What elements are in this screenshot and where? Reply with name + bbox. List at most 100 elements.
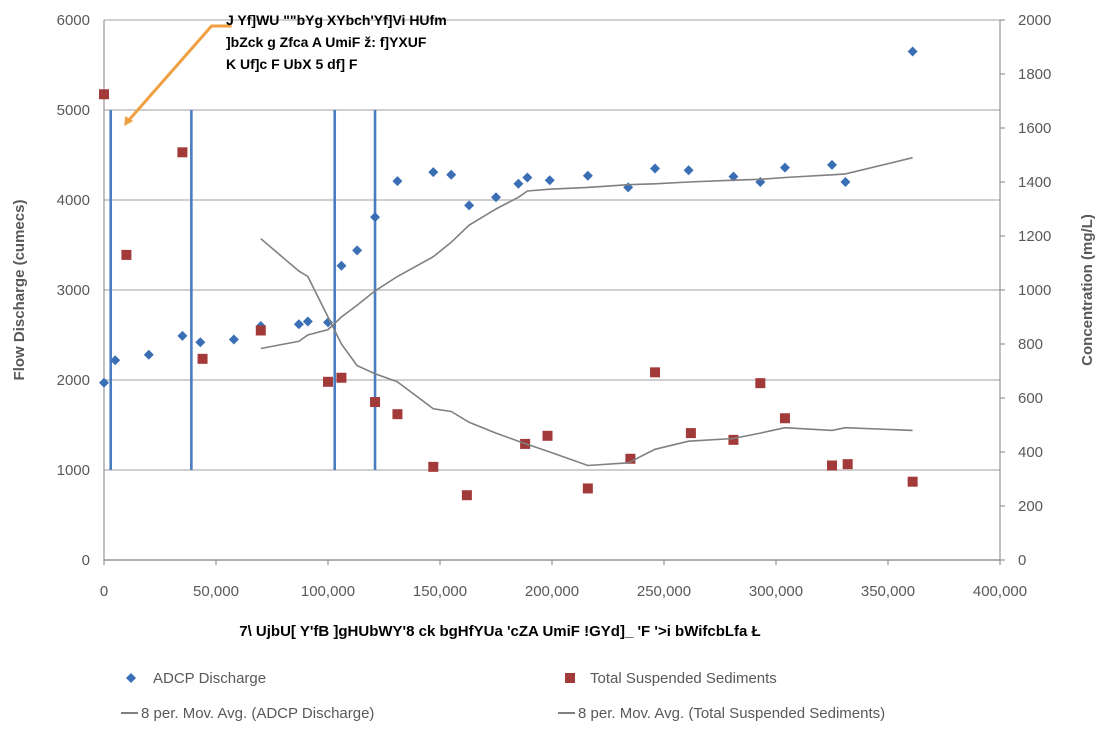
tss-point xyxy=(121,249,132,260)
x-tick-label: 150,000 xyxy=(413,583,467,600)
tss-point xyxy=(779,413,790,424)
y2-tick-label: 200 xyxy=(1018,498,1043,515)
adcp-point xyxy=(302,316,313,327)
y2-tick-label: 1200 xyxy=(1018,228,1051,245)
tss-point xyxy=(842,459,853,470)
adcp-point xyxy=(336,260,347,271)
tss-point xyxy=(461,490,472,501)
tss-point xyxy=(650,367,661,378)
adcp-point xyxy=(840,177,851,187)
tss-point xyxy=(197,353,208,364)
tss-point xyxy=(542,430,553,441)
adcp-point xyxy=(650,163,661,174)
y2-tick-label: 1400 xyxy=(1018,174,1051,191)
adcp-point xyxy=(143,349,154,360)
tss-point xyxy=(323,376,333,387)
tss-point xyxy=(907,476,918,487)
y-tick-label: 4000 xyxy=(57,192,90,209)
adcp-point xyxy=(582,170,593,181)
x-tick-label: 250,000 xyxy=(637,583,691,600)
y2-tick-label: 0 xyxy=(1018,552,1026,569)
legend-item-tss-avg: 8 per. Mov. Avg. (Total Suspended Sedime… xyxy=(558,705,885,722)
tss-point xyxy=(582,483,593,494)
adcp-point xyxy=(779,162,790,173)
tss-point xyxy=(392,409,403,420)
tss-point xyxy=(177,147,188,158)
legend-item-tss: Total Suspended Sediments xyxy=(565,670,777,687)
adcp-point xyxy=(907,46,918,57)
x-tick-label: 50,000 xyxy=(193,583,239,600)
tss-point xyxy=(428,461,439,472)
adcp-point xyxy=(728,171,739,182)
tss-point xyxy=(336,372,347,383)
adcp-point xyxy=(464,200,475,211)
y2-tick-label: 1800 xyxy=(1018,66,1051,83)
adcp-point xyxy=(392,176,403,187)
series-layer xyxy=(99,46,918,501)
annotation: J Yf]WU ""bYg XYbch'Yf]Vi HUfm ]bZck g Zf… xyxy=(124,12,447,126)
tss-point xyxy=(827,460,837,471)
legend-label-tss-avg: 8 per. Mov. Avg. (Total Suspended Sedime… xyxy=(578,705,885,722)
legend-label-adcp-avg: 8 per. Mov. Avg. (ADCP Discharge) xyxy=(141,705,374,722)
annotation-line: K Uf]c F UbX 5 df] F xyxy=(226,56,358,72)
series-line-2 xyxy=(260,156,913,350)
adcp-point xyxy=(827,159,837,170)
tss-point xyxy=(685,428,696,439)
y-tick-label: 1000 xyxy=(57,462,90,479)
gridlines xyxy=(104,19,1000,561)
annotation-line: J Yf]WU ""bYg XYbch'Yf]Vi HUfm xyxy=(226,12,447,28)
y-tick-label: 2000 xyxy=(57,372,90,389)
adcp-point xyxy=(99,377,109,388)
annotation-arrow xyxy=(126,24,232,123)
adcp-point xyxy=(352,245,363,256)
tss-point xyxy=(99,89,109,100)
axes: 0 1000 2000 3000 4000 5000 6000 0 200 400 600 800 10… xyxy=(57,12,1052,600)
legend-marker-diamond xyxy=(126,673,136,683)
legend-marker-square xyxy=(565,673,575,683)
y2-tick-label: 800 xyxy=(1018,336,1043,353)
legend-item-adcp: ADCP Discharge xyxy=(126,670,266,687)
x-tick-label: 100,000 xyxy=(301,583,355,600)
adcp-point xyxy=(544,175,555,186)
legend: ADCP Discharge Total Suspended Sediments… xyxy=(121,670,885,722)
y-tick-label: 6000 xyxy=(57,12,90,29)
adcp-point xyxy=(323,317,333,328)
adcp-point xyxy=(370,212,381,223)
y2-tick-label: 600 xyxy=(1018,390,1043,407)
legend-label-adcp: ADCP Discharge xyxy=(153,670,266,687)
annotation-line: ]bZck g Zfca A UmiF ž: f]YXUF xyxy=(226,34,427,50)
tss-point xyxy=(728,434,739,445)
x-axis-title: 7\ UjbU[ Y'fB ]gHUbWY'8 ck bgHfYUa 'cZA … xyxy=(239,623,760,640)
x-tick-label: 200,000 xyxy=(525,583,579,600)
x-tick-label: 400,000 xyxy=(973,583,1027,600)
annotation-arrowhead xyxy=(124,116,134,126)
y2-tick-label: 1000 xyxy=(1018,282,1051,299)
adcp-point xyxy=(522,172,533,183)
adcp-point xyxy=(683,165,694,176)
adcp-point xyxy=(293,319,304,330)
y-tick-label: 3000 xyxy=(57,282,90,299)
y2-tick-label: 400 xyxy=(1018,444,1043,461)
adcp-point xyxy=(228,334,239,345)
y2-tick-label: 1600 xyxy=(1018,120,1051,137)
x-tick-label: 350,000 xyxy=(861,583,915,600)
legend-label-tss: Total Suspended Sediments xyxy=(590,670,777,687)
adcp-point xyxy=(491,192,501,203)
adcp-point xyxy=(177,330,188,341)
x-tick-label: 0 xyxy=(100,583,108,600)
adcp-point xyxy=(428,167,439,178)
tss-point xyxy=(370,397,381,408)
y-axis-title: Flow Discharge (cumecs) xyxy=(11,200,28,381)
series-line-3 xyxy=(260,238,913,467)
tss-point xyxy=(625,453,636,464)
adcp-point xyxy=(446,169,457,180)
tss-point xyxy=(755,378,766,389)
y2-tick-label: 2000 xyxy=(1018,12,1051,29)
y-tick-label: 0 xyxy=(82,552,90,569)
adcp-point xyxy=(195,337,206,348)
x-tick-label: 300,000 xyxy=(749,583,803,600)
adcp-point xyxy=(513,178,524,189)
adcp-point xyxy=(110,355,121,366)
y2-axis-title: Concentration (mg/L) xyxy=(1079,214,1096,366)
